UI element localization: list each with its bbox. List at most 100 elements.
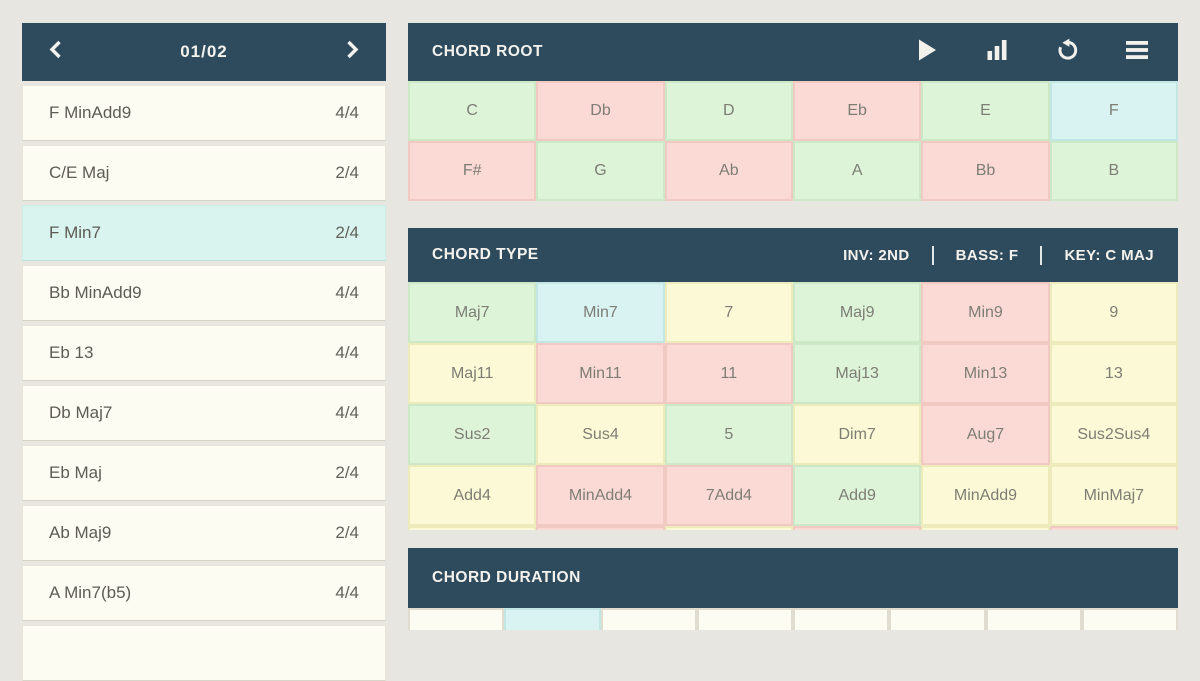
chord-time-signature: 2/4 [335, 223, 359, 242]
type-cell[interactable]: 13 [1049, 343, 1178, 404]
type-cell[interactable]: Add4 [408, 465, 537, 526]
chord-time-signature: 2/4 [335, 523, 359, 542]
status-separator [1040, 245, 1043, 265]
duration-cell[interactable] [408, 608, 505, 630]
chord-name: F Min7 [49, 223, 101, 242]
chord-list-item[interactable]: Eb 13 4/4 [22, 325, 386, 381]
chord-time-signature: 4/4 [335, 343, 359, 362]
play-icon [918, 39, 937, 66]
undo-icon [1056, 38, 1079, 66]
chord-progression-sidebar: 01/02 F MinAdd9 4/4 C/E Maj 2/4 F Min7 2… [22, 23, 386, 681]
root-cell[interactable]: D [664, 81, 793, 141]
chord-list-item[interactable]: Ab Maj9 2/4 [22, 505, 386, 561]
duration-cell[interactable] [889, 608, 986, 630]
type-cell[interactable]: Dim7 [792, 404, 922, 465]
type-cell[interactable]: 5 [664, 404, 793, 465]
chord-root-header: CHORD ROOT [408, 23, 1178, 81]
chord-duration-header: CHORD DURATION [408, 548, 1178, 608]
root-cell[interactable]: Bb [921, 141, 1050, 201]
root-cell[interactable]: Eb [792, 81, 922, 141]
chord-list-item[interactable]: F Min7 2/4 [22, 205, 386, 261]
chord-list-item[interactable]: A Min7(b5) 4/4 [22, 565, 386, 621]
chord-list-item[interactable]: Bb MinAdd9 4/4 [22, 265, 386, 321]
type-cell[interactable] [536, 526, 665, 530]
type-cell[interactable]: Maj11 [408, 343, 537, 404]
menu-button[interactable] [1124, 39, 1150, 65]
chord-time-signature: 4/4 [335, 103, 359, 122]
type-cell[interactable]: MinAdd9 [921, 465, 1050, 526]
root-cell[interactable]: Ab [664, 141, 793, 201]
chord-name: Bb MinAdd9 [49, 283, 142, 302]
toolbar [914, 38, 1154, 66]
type-cell[interactable] [408, 526, 537, 530]
type-cell[interactable]: 7Add4 [664, 465, 793, 526]
root-cell[interactable]: C [408, 81, 537, 141]
root-cell[interactable]: A [792, 141, 922, 201]
chord-name: A Min7(b5) [49, 583, 132, 602]
menu-icon [1126, 40, 1148, 64]
duration-cell[interactable] [600, 608, 697, 630]
duration-cell[interactable] [793, 608, 890, 630]
key-status: KEY: C MAJ [1064, 246, 1154, 264]
type-cell[interactable]: Aug7 [921, 404, 1050, 465]
chord-name: Ab Maj9 [49, 523, 112, 542]
type-cell[interactable]: Maj13 [792, 343, 922, 404]
type-cell[interactable]: Maj7 [408, 282, 537, 343]
bar-chart-button[interactable] [984, 39, 1010, 65]
chord-name: Eb 13 [49, 343, 94, 362]
root-cell[interactable]: Db [536, 81, 665, 141]
chord-list-item[interactable]: C/E Maj 2/4 [22, 145, 386, 201]
next-page-button[interactable] [340, 37, 366, 67]
type-cell[interactable]: Sus4 [536, 404, 665, 465]
type-cell[interactable]: Min13 [921, 343, 1050, 404]
chord-name: Db Maj7 [49, 403, 113, 422]
duration-cell[interactable] [985, 608, 1082, 630]
chord-root-title: CHORD ROOT [432, 43, 543, 60]
type-cell[interactable]: 9 [1049, 282, 1178, 343]
chord-list-item[interactable]: Db Maj7 4/4 [22, 385, 386, 441]
chord-time-signature: 4/4 [335, 283, 359, 302]
chord-duration-panel: CHORD DURATION [408, 548, 1178, 630]
chord-time-signature: 4/4 [335, 583, 359, 602]
chord-type-header: CHORD TYPE INV: 2ND BASS: F KEY: C MAJ [408, 228, 1178, 282]
root-cell[interactable]: F [1049, 81, 1178, 141]
status-separator [931, 245, 934, 265]
chord-list-item[interactable]: Eb Maj 2/4 [22, 445, 386, 501]
root-cell[interactable]: B [1049, 141, 1178, 201]
chord-duration-grid [408, 608, 1178, 630]
type-cell[interactable]: 7 [664, 282, 793, 343]
type-cell[interactable]: Add9 [792, 465, 922, 526]
chord-type-title: CHORD TYPE [432, 246, 539, 263]
type-cell[interactable]: Maj9 [792, 282, 922, 343]
type-cell[interactable] [921, 526, 1050, 530]
type-cell[interactable]: Sus2Sus4 [1049, 404, 1178, 465]
duration-cell[interactable] [696, 608, 793, 630]
chord-root-grid: C Db D Eb E F F# G Ab A Bb B [408, 81, 1178, 201]
duration-cell[interactable] [1081, 608, 1178, 630]
type-cell[interactable]: Min7 [536, 282, 665, 343]
type-cell[interactable]: 11 [664, 343, 793, 404]
type-cell[interactable] [664, 526, 793, 530]
type-cell[interactable]: Sus2 [408, 404, 537, 465]
type-cell[interactable]: MinMaj7 [1049, 465, 1178, 526]
chord-time-signature: 2/4 [335, 463, 359, 482]
type-cell[interactable] [1049, 526, 1178, 530]
type-cell[interactable]: MinAdd4 [536, 465, 665, 526]
chord-list-item[interactable]: F MinAdd9 4/4 [22, 85, 386, 141]
root-cell[interactable]: F# [408, 141, 537, 201]
type-cell[interactable] [792, 526, 922, 530]
chord-name: F MinAdd9 [49, 103, 132, 122]
root-cell[interactable]: E [921, 81, 1050, 141]
prev-page-button[interactable] [42, 37, 68, 67]
undo-button[interactable] [1054, 38, 1080, 66]
duration-cell[interactable] [504, 608, 601, 630]
chord-list-item[interactable] [22, 625, 386, 681]
chord-name: Eb Maj [49, 463, 102, 482]
type-cell[interactable]: Min11 [536, 343, 665, 404]
page-indicator: 01/02 [180, 42, 228, 61]
type-cell[interactable]: Min9 [921, 282, 1050, 343]
inversion-status: INV: 2ND [843, 246, 910, 264]
root-cell[interactable]: G [536, 141, 665, 201]
play-button[interactable] [914, 39, 940, 65]
chord-name: C/E Maj [49, 163, 110, 182]
